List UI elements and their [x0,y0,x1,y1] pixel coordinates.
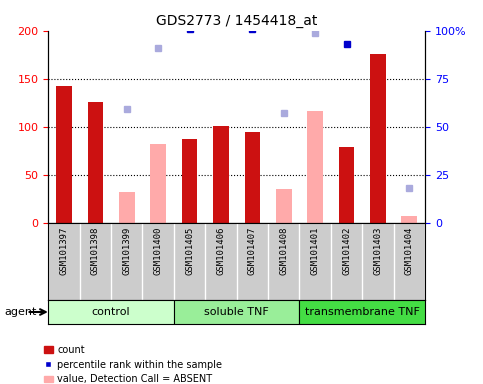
Bar [370,54,386,223]
Text: soluble TNF: soluble TNF [204,307,269,317]
Text: GSM101400: GSM101400 [154,227,163,275]
Bar [150,144,166,223]
Bar [182,139,198,223]
Bar [244,131,260,223]
Bar [87,102,103,223]
Bar [299,300,425,324]
Text: GSM101402: GSM101402 [342,227,351,275]
Text: transmembrane TNF: transmembrane TNF [305,307,420,317]
Bar [119,192,135,223]
Text: GSM101404: GSM101404 [405,227,414,275]
Bar [174,300,299,324]
Legend: count, percentile rank within the sample, value, Detection Call = ABSENT, rank, : count, percentile rank within the sample… [43,345,222,384]
Text: GSM101406: GSM101406 [216,227,226,275]
Bar [401,216,417,223]
Bar [56,86,72,223]
Text: agent: agent [5,307,37,317]
Bar [339,147,355,223]
Text: GSM101405: GSM101405 [185,227,194,275]
Text: GSM101403: GSM101403 [373,227,383,275]
Text: GSM101399: GSM101399 [122,227,131,275]
Text: GSM101398: GSM101398 [91,227,100,275]
Title: GDS2773 / 1454418_at: GDS2773 / 1454418_at [156,14,317,28]
Text: control: control [92,307,130,317]
Text: GSM101397: GSM101397 [59,227,69,275]
Bar [213,126,229,223]
Bar [276,189,292,223]
Bar [307,111,323,223]
Text: GSM101401: GSM101401 [311,227,320,275]
Text: GSM101407: GSM101407 [248,227,257,275]
Text: GSM101408: GSM101408 [279,227,288,275]
Bar [48,300,174,324]
